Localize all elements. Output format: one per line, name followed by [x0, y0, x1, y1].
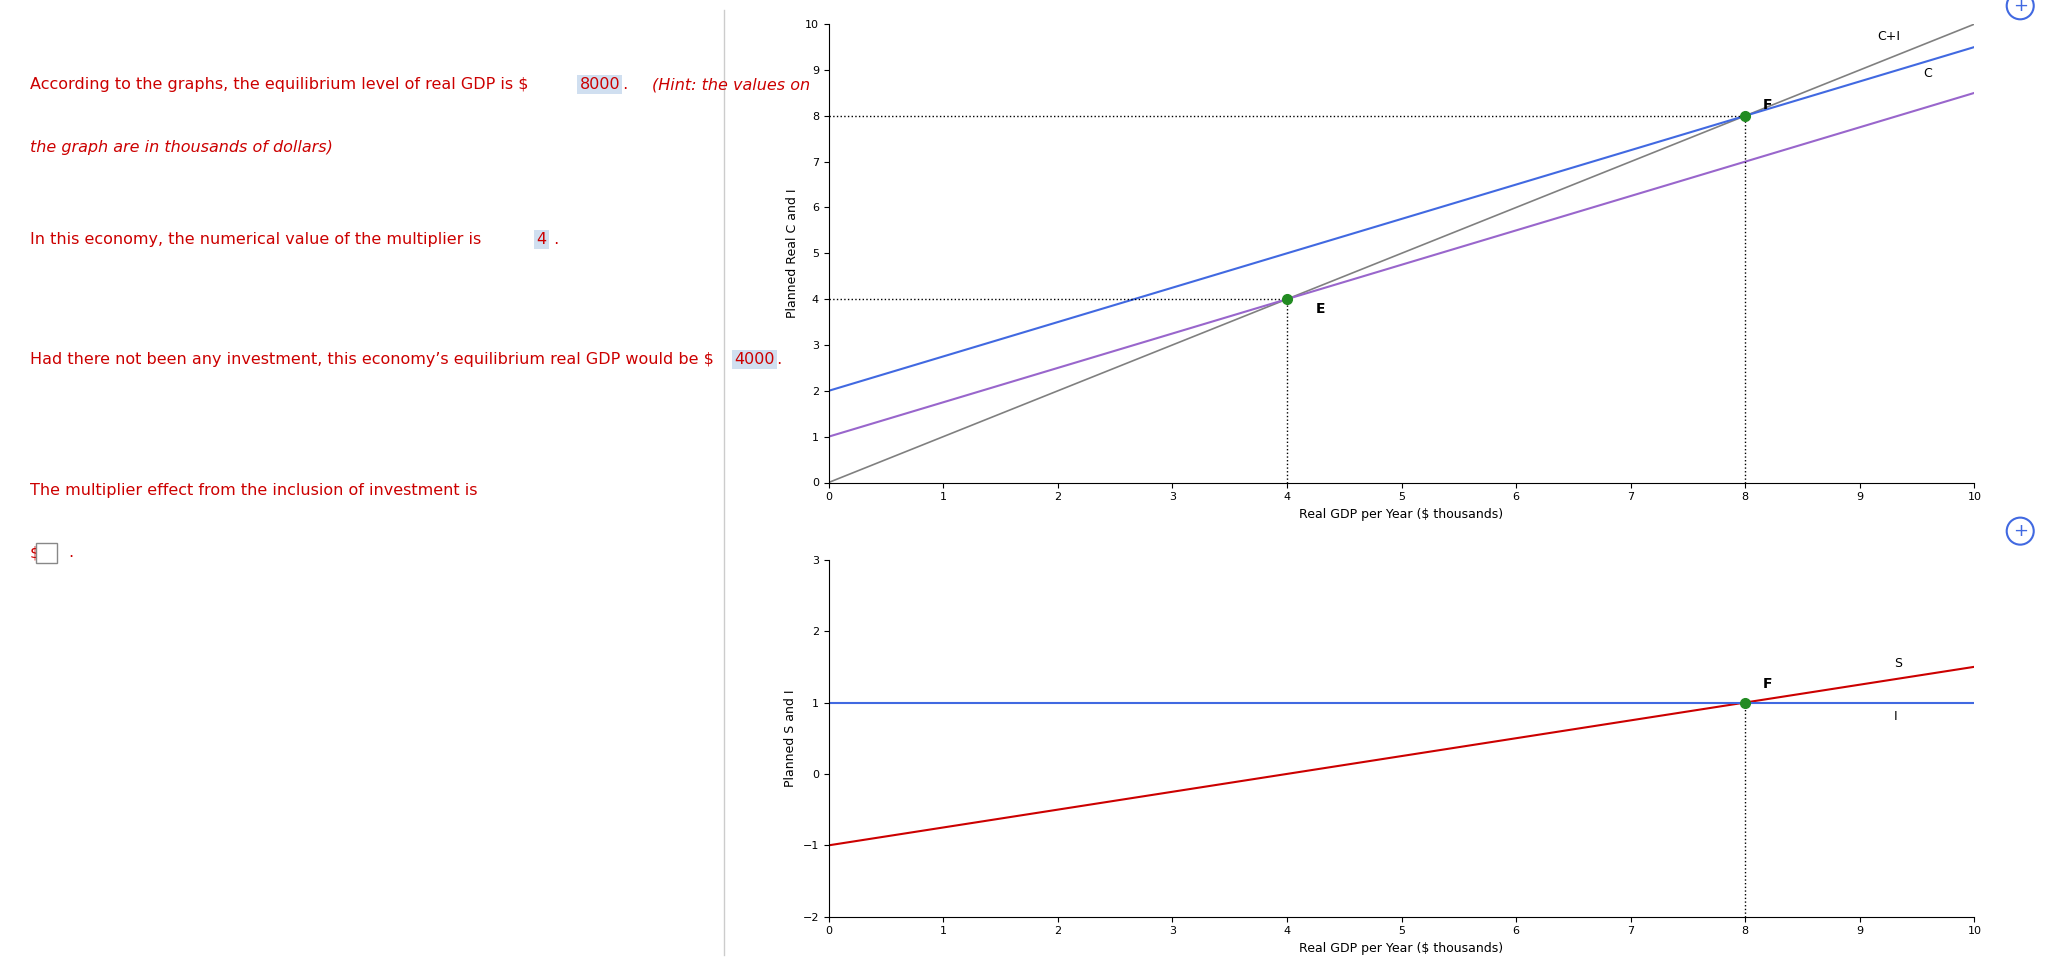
Text: .: . — [548, 232, 559, 247]
X-axis label: Real GDP per Year ($ thousands): Real GDP per Year ($ thousands) — [1299, 942, 1504, 955]
Text: +: + — [2013, 0, 2028, 14]
Text: (Hint: the values on: (Hint: the values on — [653, 77, 810, 93]
Text: the graph are in thousands of dollars): the graph are in thousands of dollars) — [31, 140, 333, 155]
Text: 4: 4 — [536, 232, 546, 247]
Text: C: C — [1923, 67, 1931, 80]
Text: F: F — [1762, 677, 1772, 691]
Text: C+I: C+I — [1876, 30, 1901, 43]
Y-axis label: Planned Real C and I: Planned Real C and I — [786, 188, 800, 318]
Text: .: . — [618, 77, 638, 93]
Text: +: + — [2013, 522, 2028, 540]
Text: .: . — [68, 545, 74, 561]
Text: $: $ — [31, 545, 41, 561]
Text: 8000: 8000 — [579, 77, 620, 93]
Text: Had there not been any investment, this economy’s equilibrium real GDP would be : Had there not been any investment, this … — [31, 352, 718, 368]
Y-axis label: Planned S and I: Planned S and I — [784, 689, 796, 787]
Text: .: . — [771, 352, 782, 368]
Text: According to the graphs, the equilibrium level of real GDP is $: According to the graphs, the equilibrium… — [31, 77, 534, 93]
X-axis label: Real GDP per Year ($ thousands): Real GDP per Year ($ thousands) — [1299, 508, 1504, 521]
Text: S: S — [1895, 657, 1903, 670]
Text: In this economy, the numerical value of the multiplier is: In this economy, the numerical value of … — [31, 232, 491, 247]
Text: I: I — [1895, 710, 1899, 724]
Text: F: F — [1762, 97, 1772, 112]
Text: E: E — [1316, 302, 1326, 316]
Text: The multiplier effect from the inclusion of investment is: The multiplier effect from the inclusion… — [31, 482, 477, 498]
Text: 4000: 4000 — [735, 352, 775, 368]
